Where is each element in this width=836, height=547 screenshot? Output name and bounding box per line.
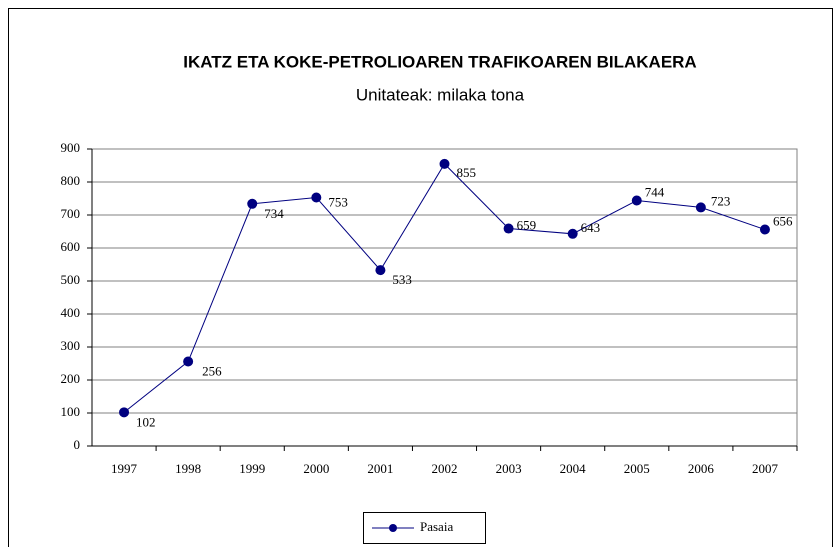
data-label: 723 [711, 193, 731, 208]
legend-label: Pasaia [420, 519, 453, 534]
data-label: 659 [517, 218, 537, 233]
legend-marker [389, 524, 397, 532]
data-point [375, 265, 386, 276]
y-tick-label: 300 [61, 338, 81, 353]
data-point [311, 192, 322, 203]
plot-area [91, 148, 798, 447]
data-point [631, 195, 642, 206]
data-label: 753 [328, 194, 348, 209]
y-tick-label: 400 [61, 305, 81, 320]
data-point [503, 223, 514, 234]
y-tick-label: 500 [61, 272, 81, 287]
x-tick-label: 2005 [624, 461, 650, 476]
data-point [695, 202, 706, 213]
x-tick-label: 1998 [175, 461, 201, 476]
data-label: 256 [202, 364, 222, 379]
y-tick-label: 0 [74, 437, 81, 452]
x-tick-label: 1999 [239, 461, 265, 476]
x-tick-label: 2002 [432, 461, 458, 476]
data-label: 855 [457, 165, 477, 180]
data-point [567, 228, 578, 239]
data-label: 744 [645, 184, 665, 199]
y-tick-label: 800 [61, 173, 81, 188]
data-label: 734 [264, 206, 284, 221]
y-tick-label: 700 [61, 206, 81, 221]
x-tick-label: 1997 [111, 461, 138, 476]
x-tick-label: 2001 [367, 461, 393, 476]
data-point [759, 224, 770, 235]
data-point [183, 356, 194, 367]
x-tick-label: 2007 [752, 461, 779, 476]
y-tick-label: 100 [61, 404, 81, 419]
data-point [119, 407, 130, 418]
data-point [247, 198, 258, 209]
chart-subtitle: Unitateak: milaka tona [356, 85, 525, 104]
chart-title: IKATZ ETA KOKE-PETROLIOAREN TRAFIKOAREN … [183, 52, 696, 71]
data-label: 643 [581, 220, 601, 235]
x-tick-label: 2006 [688, 461, 715, 476]
data-label: 656 [773, 214, 793, 229]
x-tick-label: 2004 [560, 461, 587, 476]
data-label: 533 [392, 272, 412, 287]
y-tick-label: 900 [61, 140, 81, 155]
data-point [439, 158, 450, 169]
y-tick-label: 600 [61, 239, 81, 254]
x-tick-label: 2003 [496, 461, 522, 476]
x-tick-label: 2000 [303, 461, 329, 476]
y-tick-label: 200 [61, 371, 81, 386]
data-label: 102 [136, 414, 156, 429]
